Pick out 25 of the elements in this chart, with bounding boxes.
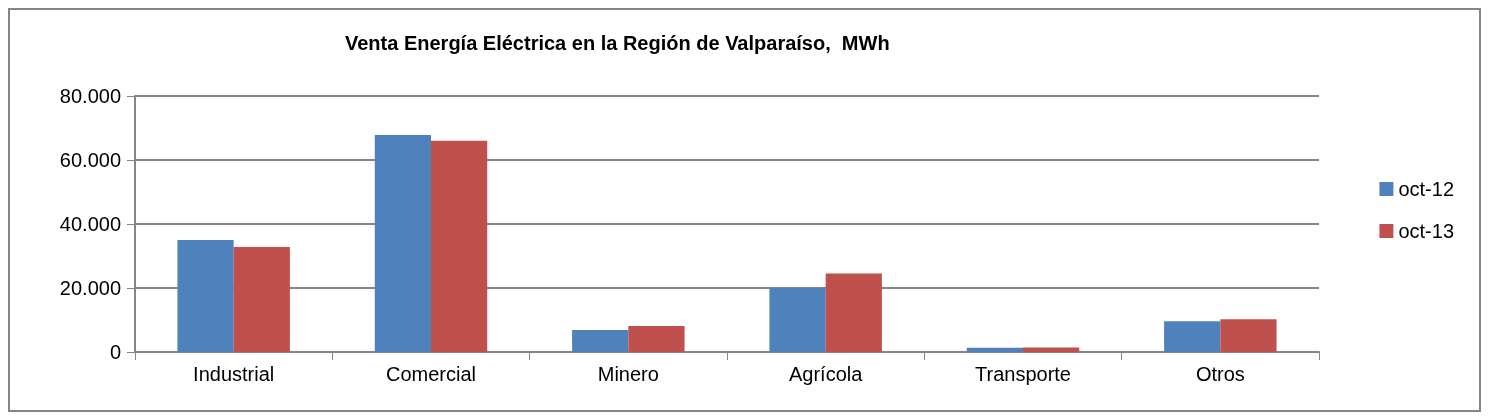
x-tick-label: Industrial <box>193 363 275 385</box>
bar <box>966 347 1023 352</box>
chart-title: Venta Energía Eléctrica en la Región de Valparaíso, MWh <box>345 32 890 54</box>
x-tick-label: Minero <box>597 363 659 385</box>
y-tick-label: 0 <box>109 341 121 363</box>
y-tick-label: 60.000 <box>59 149 121 171</box>
legend-label: oct-12 <box>1398 178 1455 200</box>
bar <box>1164 321 1221 352</box>
bar <box>825 273 882 352</box>
bar <box>177 240 234 352</box>
x-tick-label: Transporte <box>975 363 1071 385</box>
bar <box>374 135 431 352</box>
y-tick-label: 80.000 <box>59 85 121 107</box>
y-tick-label: 40.000 <box>59 213 121 235</box>
y-tick-label: 20.000 <box>59 277 121 299</box>
bar <box>1220 319 1277 352</box>
x-tick-label: Agrícola <box>788 363 864 385</box>
legend-label: oct-13 <box>1398 220 1455 242</box>
bar <box>769 288 826 352</box>
x-tick-label: Otros <box>1195 363 1245 385</box>
bar <box>431 140 488 352</box>
bar <box>628 326 685 352</box>
bar <box>233 247 290 352</box>
bar <box>572 329 629 352</box>
x-tick-label: Comercial <box>385 363 477 385</box>
